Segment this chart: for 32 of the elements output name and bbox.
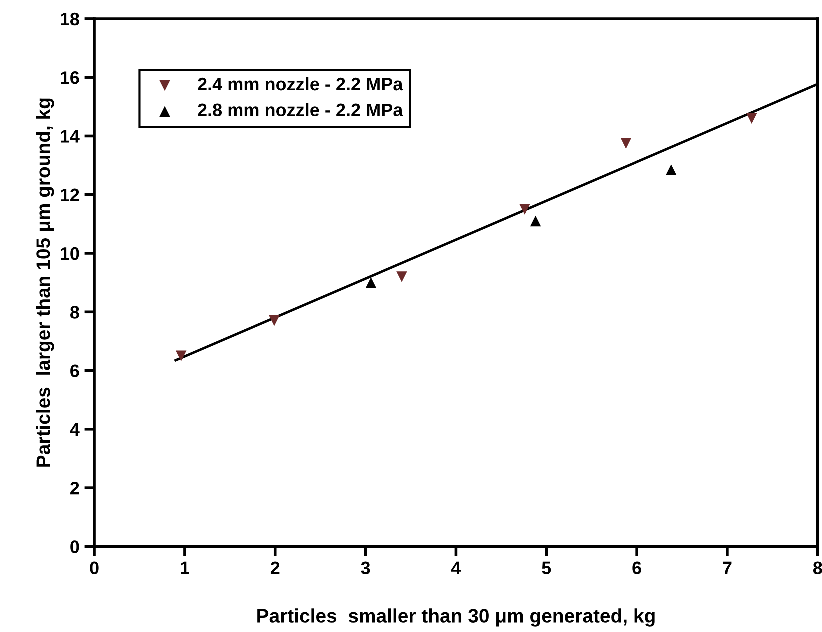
x-tick-label: 7 bbox=[723, 562, 732, 574]
y-tick-label: 12 bbox=[61, 188, 80, 202]
point bbox=[176, 350, 187, 362]
x-axis-title: Particles smaller than 30 μm generated, kg bbox=[258, 608, 655, 627]
y-tick-label: 14 bbox=[61, 130, 80, 143]
point bbox=[530, 216, 542, 227]
y-tick-label: 8 bbox=[70, 306, 80, 319]
x-tick-label: 5 bbox=[542, 562, 552, 575]
x-tick-label: 1 bbox=[181, 562, 190, 574]
point bbox=[269, 316, 280, 326]
legend-label: 2.4 mm nozzle - 2.2 MPa bbox=[198, 77, 404, 91]
y-tick-label: 0 bbox=[70, 540, 80, 554]
y-tick-label: 4 bbox=[70, 424, 80, 436]
point bbox=[666, 164, 677, 176]
point bbox=[396, 272, 408, 282]
y-tick-label: 2 bbox=[70, 482, 80, 495]
y-axis-title: Particles larger than 105 μm ground, kg bbox=[36, 98, 54, 467]
point bbox=[620, 138, 632, 149]
x-tick-label: 4 bbox=[451, 562, 462, 574]
x-tick-label: 6 bbox=[632, 562, 642, 575]
point bbox=[746, 113, 758, 124]
x-tick-label: 8 bbox=[813, 562, 822, 575]
point bbox=[366, 277, 377, 288]
y-tick-label: 16 bbox=[61, 72, 80, 84]
legend-label: 2.8 mm nozzle - 2.2 MPa bbox=[198, 103, 404, 117]
y-tick-label: 6 bbox=[70, 364, 80, 378]
x-tick-label: 0 bbox=[90, 562, 99, 575]
y-tick-label: 10 bbox=[61, 247, 80, 260]
x-tick-label: 2 bbox=[270, 562, 280, 574]
y-tick-label: 18 bbox=[61, 12, 80, 26]
x-tick-label: 3 bbox=[361, 562, 370, 575]
point bbox=[520, 204, 530, 215]
